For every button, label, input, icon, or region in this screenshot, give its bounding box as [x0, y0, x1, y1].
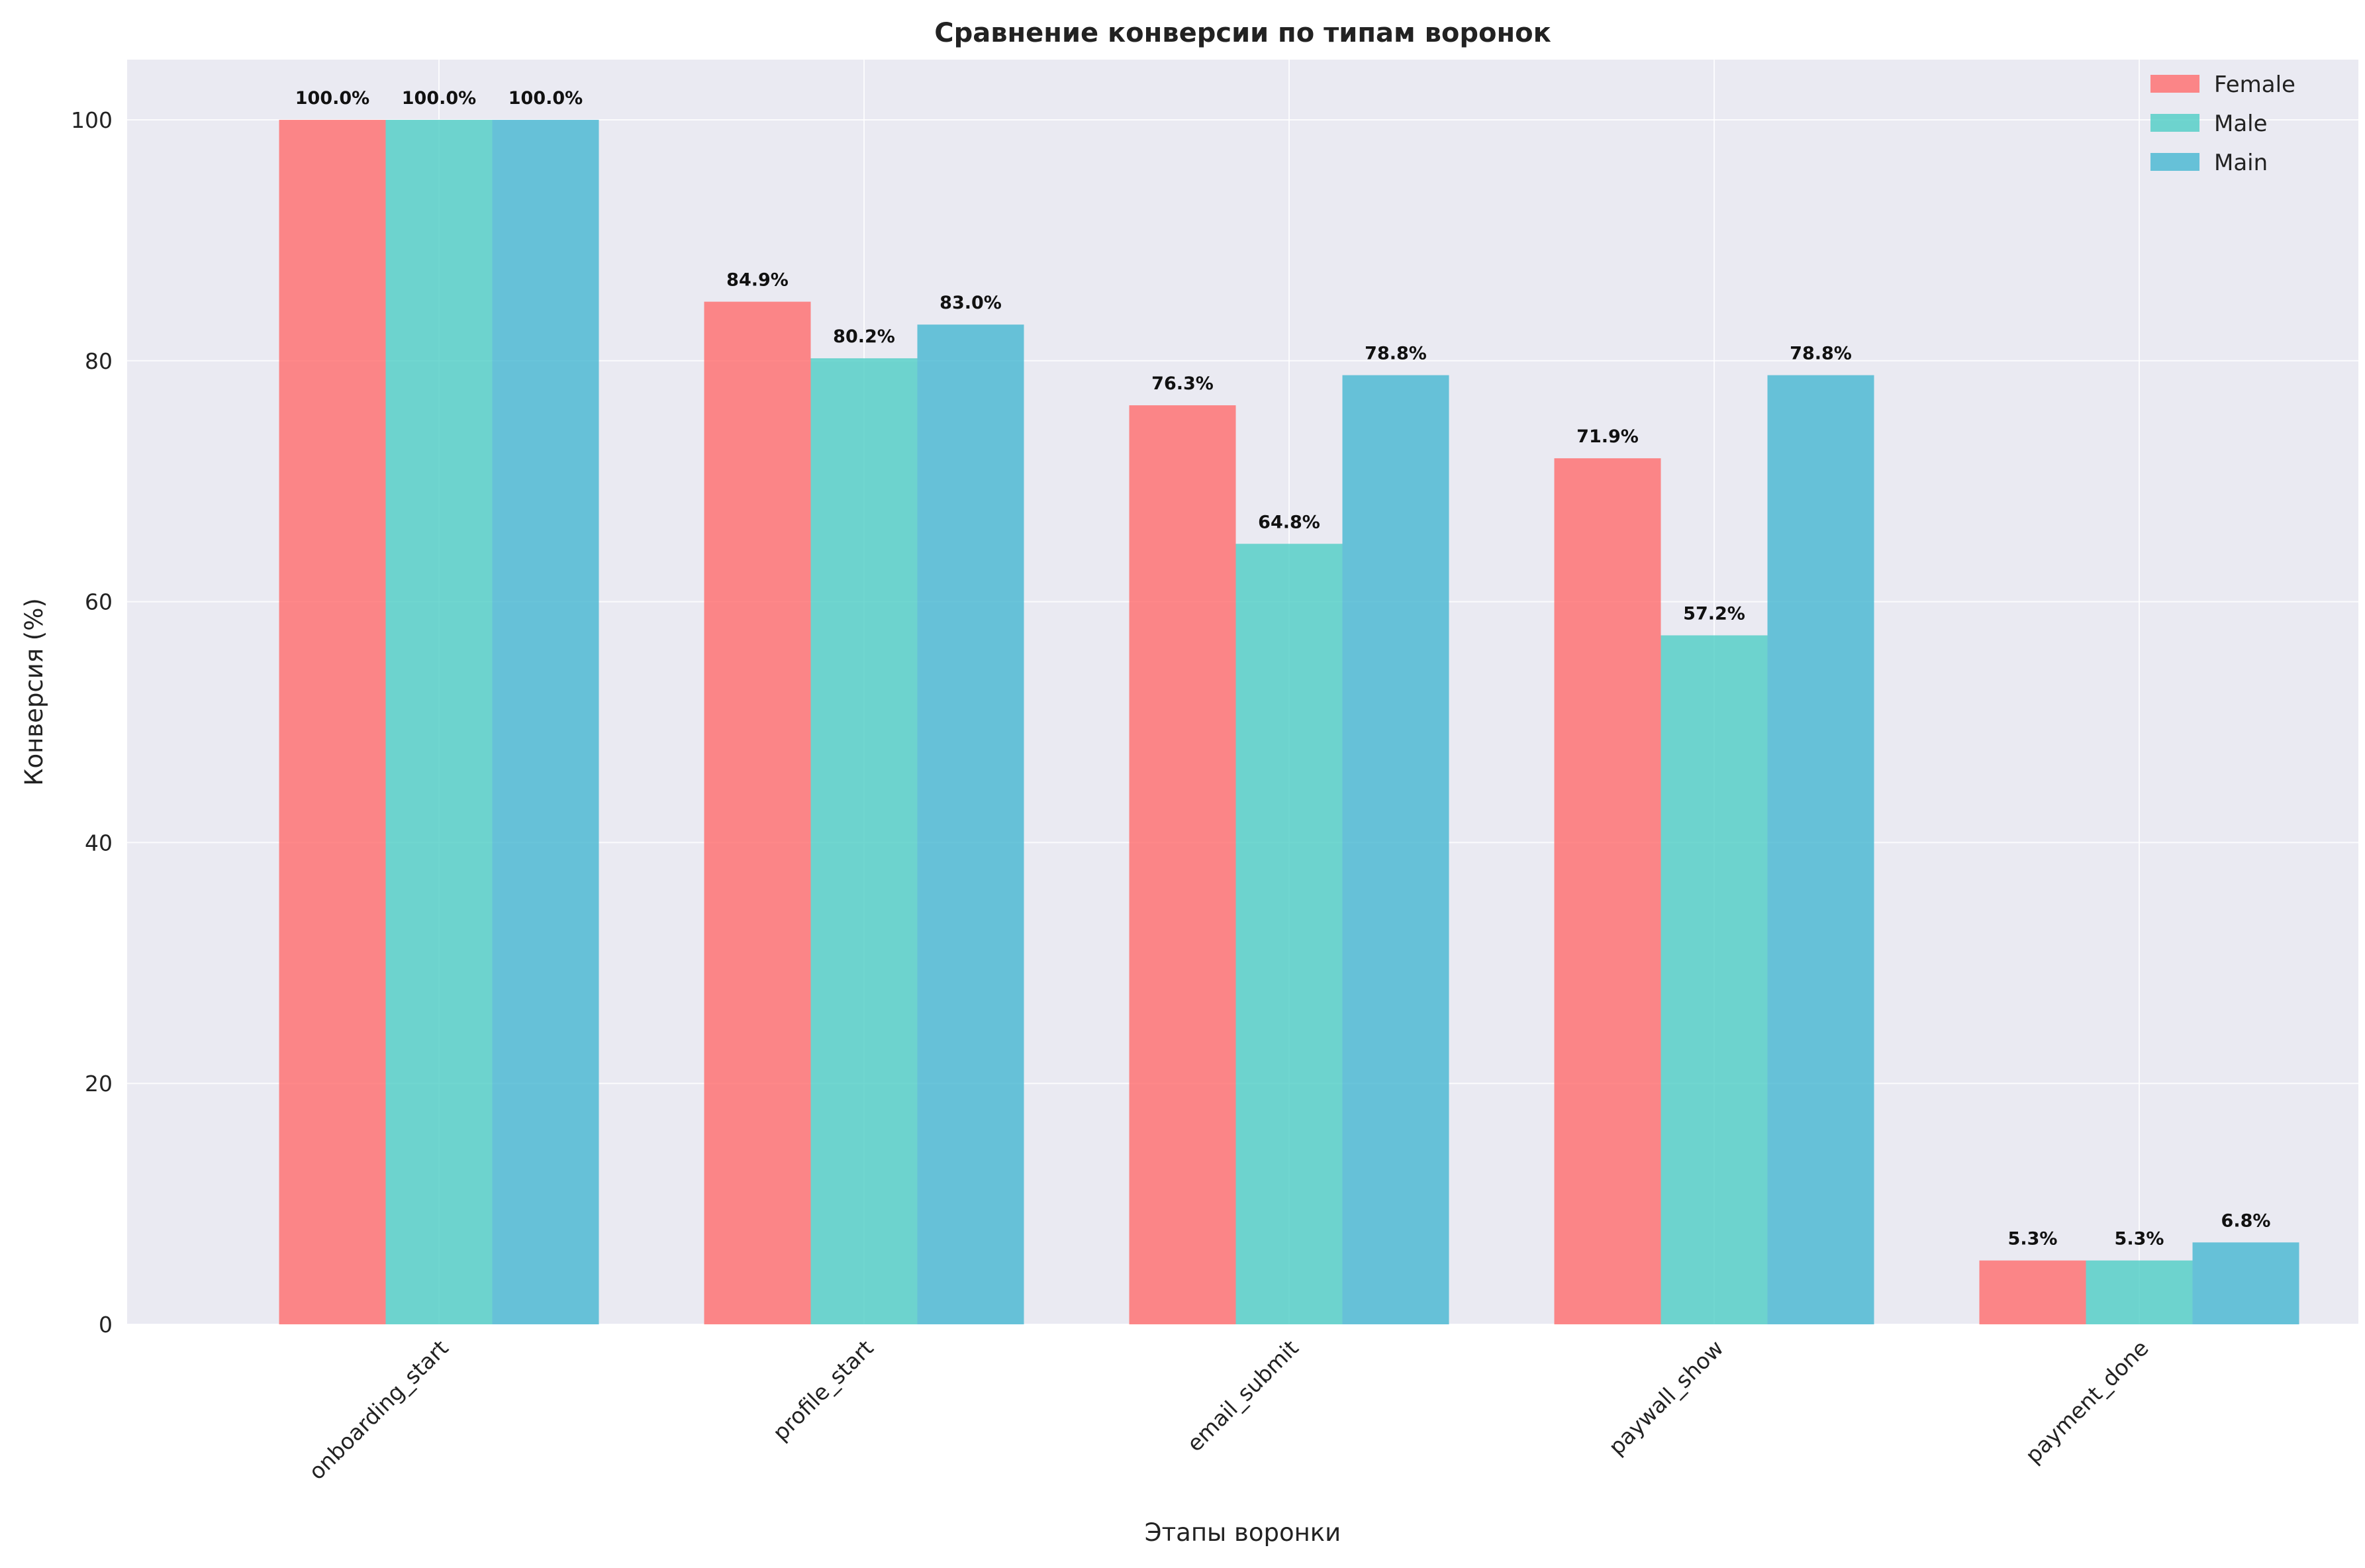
bar-female-onboarding_start [279, 119, 386, 1324]
bar-main-profile_start [917, 324, 1024, 1325]
data-label: 83.0% [940, 293, 1002, 313]
data-label: 71.9% [1576, 426, 1639, 447]
data-label: 6.8% [2221, 1210, 2271, 1231]
x-tick-label: profile_start [767, 1335, 878, 1446]
data-label: 100.0% [508, 88, 583, 109]
x-axis-label: Этапы воронки [1145, 1518, 1341, 1547]
bar-female-payment_done [1979, 1260, 2086, 1324]
x-tick-label: onboarding_start [304, 1335, 454, 1485]
chart-title: Сравнение конверсии по типам воронок [934, 18, 1551, 48]
y-tick-label: 100 [71, 107, 113, 133]
data-label: 5.3% [2115, 1229, 2164, 1250]
bar-male-email_submit [1235, 544, 1343, 1325]
bar-main-paywall_show [1767, 375, 1874, 1324]
x-tick-label: paywall_show [1604, 1335, 1729, 1460]
data-label: 100.0% [295, 88, 369, 109]
legend-swatch-female [2150, 75, 2199, 93]
bar-male-paywall_show [1661, 635, 1768, 1324]
data-label: 76.3% [1151, 373, 1214, 394]
legend-swatch-male [2150, 114, 2199, 132]
bar-female-profile_start [704, 301, 811, 1325]
bar-main-onboarding_start [492, 119, 599, 1324]
y-ticks-layer: 0 20 40 60 80 100 [71, 107, 113, 1338]
x-ticks-layer: onboarding_start profile_start email_submi… [304, 1335, 2154, 1485]
y-tick-label: 60 [85, 589, 113, 615]
bars-layer [279, 119, 2299, 1325]
bar-main-payment_done [2192, 1242, 2299, 1324]
bar-male-profile_start [810, 358, 918, 1324]
y-tick-label: 20 [85, 1071, 113, 1097]
bar-main-email_submit [1342, 375, 1449, 1324]
legend-label-female: Female [2214, 72, 2295, 98]
data-label: 78.8% [1365, 344, 1427, 364]
y-axis-label: Конверсия (%) [20, 598, 48, 786]
y-tick-label: 40 [85, 830, 113, 856]
bar-female-email_submit [1129, 405, 1236, 1324]
data-label: 84.9% [726, 270, 789, 291]
data-label: 5.3% [2008, 1229, 2058, 1250]
bar-male-onboarding_start [385, 119, 493, 1324]
legend: Female Male Main [2150, 72, 2295, 176]
data-label: 100.0% [402, 88, 476, 109]
data-label: 80.2% [833, 326, 895, 347]
legend-label-main: Main [2214, 150, 2268, 176]
data-labels-layer: 100.0% 84.9% 76.3% 71.9% 5.3% 100.0% 80.2% 64.8… [295, 88, 2271, 1250]
data-label: 57.2% [1683, 604, 1745, 624]
legend-label-male: Male [2214, 111, 2268, 137]
x-tick-label: email_submit [1182, 1335, 1304, 1457]
legend-swatch-main [2150, 153, 2199, 171]
bar-female-paywall_show [1554, 458, 1661, 1324]
y-tick-label: 80 [85, 348, 113, 374]
x-tick-label: payment_done [2020, 1335, 2153, 1468]
data-label: 64.8% [1258, 512, 1320, 532]
bar-male-payment_done [2086, 1260, 2193, 1324]
y-tick-label: 0 [99, 1312, 113, 1338]
data-label: 78.8% [1790, 344, 1852, 364]
